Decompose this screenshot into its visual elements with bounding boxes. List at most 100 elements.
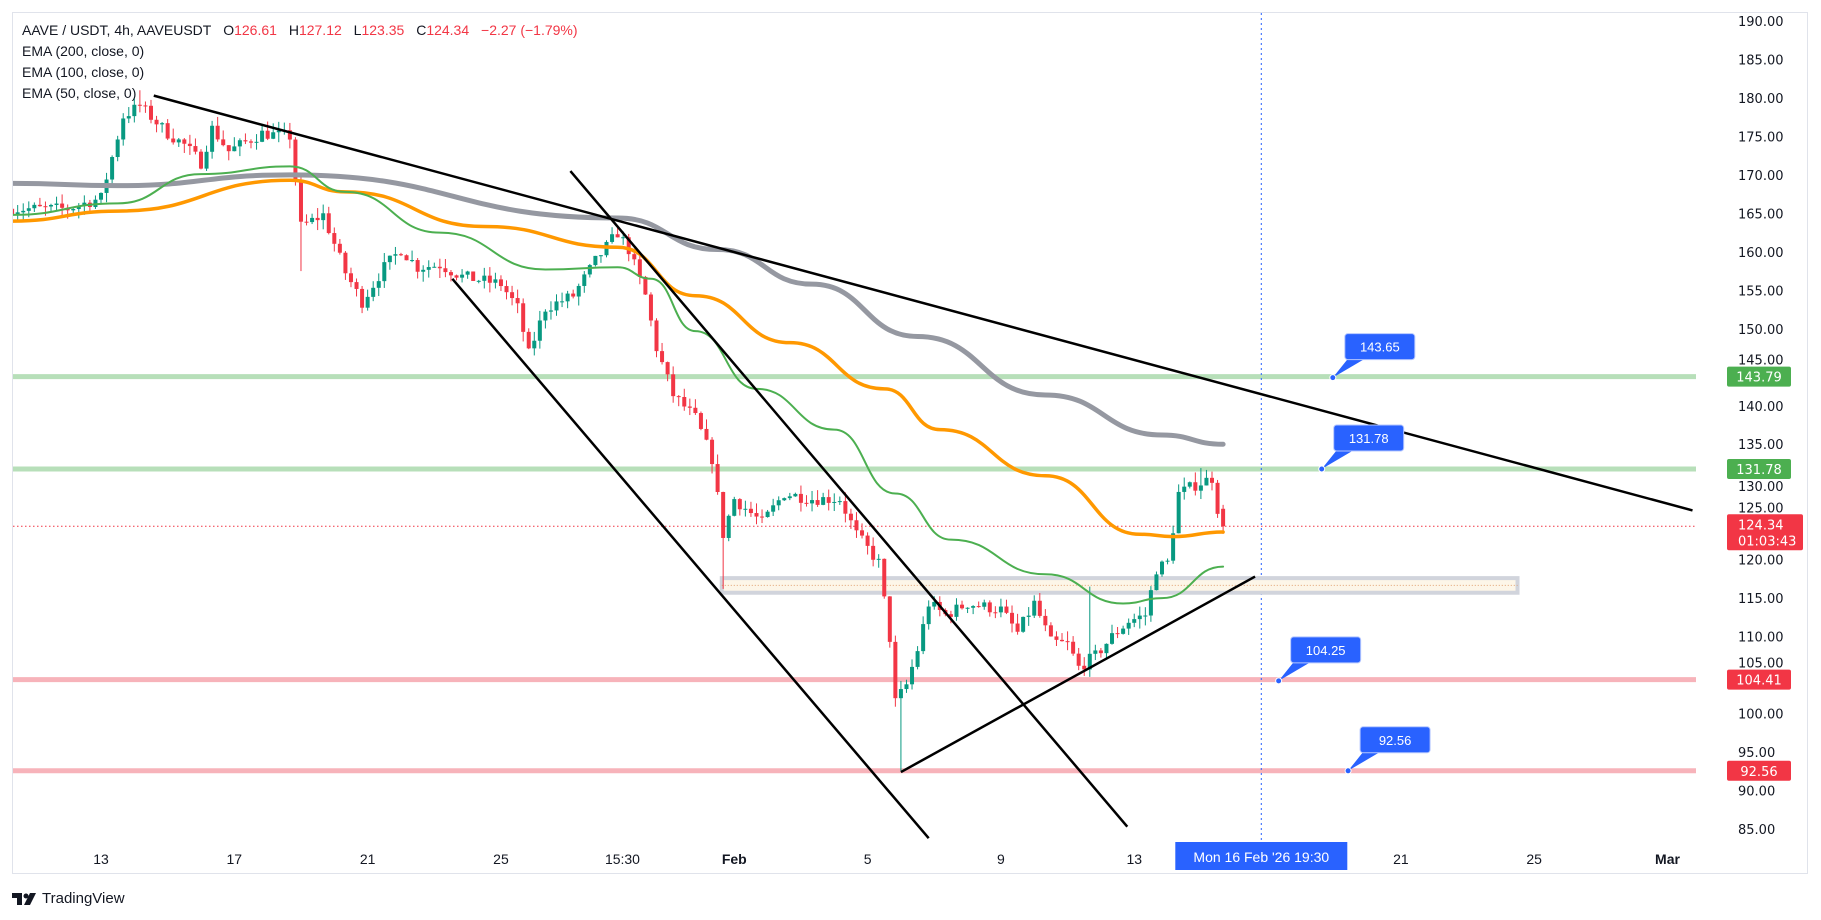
indicator-ema50[interactable]: EMA (50, close, 0) (22, 85, 137, 101)
time-tick-label: 15:30 (605, 851, 640, 867)
time-axis[interactable]: 13 17 21 25 15:30 Feb 5 9 13 21 25 Mar Mon 16 Feb '2… (13, 842, 1806, 870)
candle (848, 508, 853, 529)
candle (310, 213, 315, 225)
candle (298, 175, 303, 272)
candle (1210, 471, 1214, 491)
candle-body (437, 266, 442, 269)
candle-body (515, 298, 520, 304)
candle-body (682, 396, 687, 407)
candle (654, 318, 659, 358)
candle (276, 121, 281, 143)
price-tick-label: 160.00 (1738, 246, 1784, 261)
price-tick-label: 105.00 (1738, 657, 1784, 672)
candle (471, 271, 476, 282)
horizontal-levels-layer (13, 13, 1696, 843)
candle-body (887, 596, 892, 642)
candle-body (1215, 482, 1220, 514)
candle-body (960, 604, 965, 609)
candle (32, 202, 37, 212)
candle-body (237, 140, 242, 147)
candle-body (815, 500, 820, 505)
candle (1015, 613, 1020, 635)
candle-body (521, 303, 526, 332)
candle (832, 493, 837, 512)
candle (826, 489, 831, 511)
time-tick-label: 21 (1393, 851, 1409, 867)
candle (687, 398, 692, 416)
candle (665, 361, 670, 382)
candle (248, 139, 253, 149)
candle-body (1082, 665, 1087, 670)
price-callout[interactable]: 131.78 (1318, 424, 1405, 473)
trendline-1 (153, 94, 1693, 512)
candle (782, 497, 787, 502)
candle-body (132, 104, 137, 117)
ema200-line (13, 172, 1226, 447)
candle-body (198, 151, 203, 169)
candle-body (1210, 477, 1214, 483)
candle (13, 208, 15, 215)
candle (587, 263, 592, 278)
candle-body (293, 139, 298, 182)
candle (760, 509, 765, 524)
candle-body (99, 192, 103, 200)
price-callout[interactable]: 92.56 (1344, 726, 1431, 775)
candle-body (171, 138, 176, 143)
candle (893, 635, 898, 707)
candle (504, 280, 509, 300)
candle (1087, 586, 1092, 677)
candle (93, 195, 98, 209)
price-tick-label: 95.00 (1738, 746, 1775, 761)
candle-body (82, 202, 87, 207)
candle (798, 485, 803, 512)
candle (721, 491, 726, 589)
indicator-ema100[interactable]: EMA (100, close, 0) (22, 64, 145, 80)
tradingview-logo[interactable]: TradingView (12, 890, 125, 907)
candle (1121, 625, 1126, 635)
time-tick-label: 13 (1126, 851, 1142, 867)
candle-body (737, 499, 742, 510)
candle-body (371, 287, 376, 297)
change-value: −2.27 (−1.79%) (481, 22, 578, 38)
symbol-row[interactable]: AAVE / USDT, 4h, AAVEUSDT O126.61 H127.1… (22, 20, 578, 41)
candle-body (1043, 615, 1048, 626)
candle-body (1143, 615, 1148, 617)
candle-body (32, 204, 37, 209)
candle-body (560, 301, 565, 303)
candle (804, 495, 809, 507)
price-badge-bg (1727, 366, 1791, 387)
candle (865, 532, 870, 555)
candle (1182, 477, 1187, 500)
candle (254, 134, 259, 150)
candle (1160, 560, 1165, 577)
callout-pointer (1278, 660, 1313, 681)
candle (1021, 616, 1026, 633)
candle (887, 596, 892, 648)
open-label: O (223, 22, 235, 38)
price-callout[interactable]: 104.25 (1275, 636, 1362, 685)
candle (993, 606, 998, 619)
candle-body (448, 272, 453, 276)
price-callout[interactable]: 143.65 (1329, 333, 1416, 382)
time-tick-label: 25 (493, 851, 509, 867)
crosshair-time-label: Mon 16 Feb '26 19:30 (1193, 849, 1329, 865)
price-badge-bg (1727, 760, 1791, 781)
trendline-2 (451, 277, 930, 840)
price-axis[interactable]: 190.00 185.00 180.00 175.00 170.00 165.00 160.… (1738, 15, 1784, 838)
candle-body (510, 292, 515, 299)
candle (176, 137, 181, 147)
candle-body (1065, 641, 1070, 643)
candle-body (1171, 533, 1176, 561)
time-tick-label: 25 (1526, 851, 1542, 867)
candle (1026, 607, 1031, 626)
candle-body (848, 513, 853, 521)
price-tick-label: 135.00 (1738, 438, 1784, 453)
candle-body (693, 407, 698, 414)
candle (748, 501, 753, 517)
tradingview-logo-text: TradingView (42, 890, 125, 907)
trendlines-layer (153, 94, 1693, 840)
price-tick-label: 165.00 (1738, 207, 1784, 222)
indicator-ema200[interactable]: EMA (200, close, 0) (22, 43, 145, 59)
candle-body (982, 602, 987, 607)
